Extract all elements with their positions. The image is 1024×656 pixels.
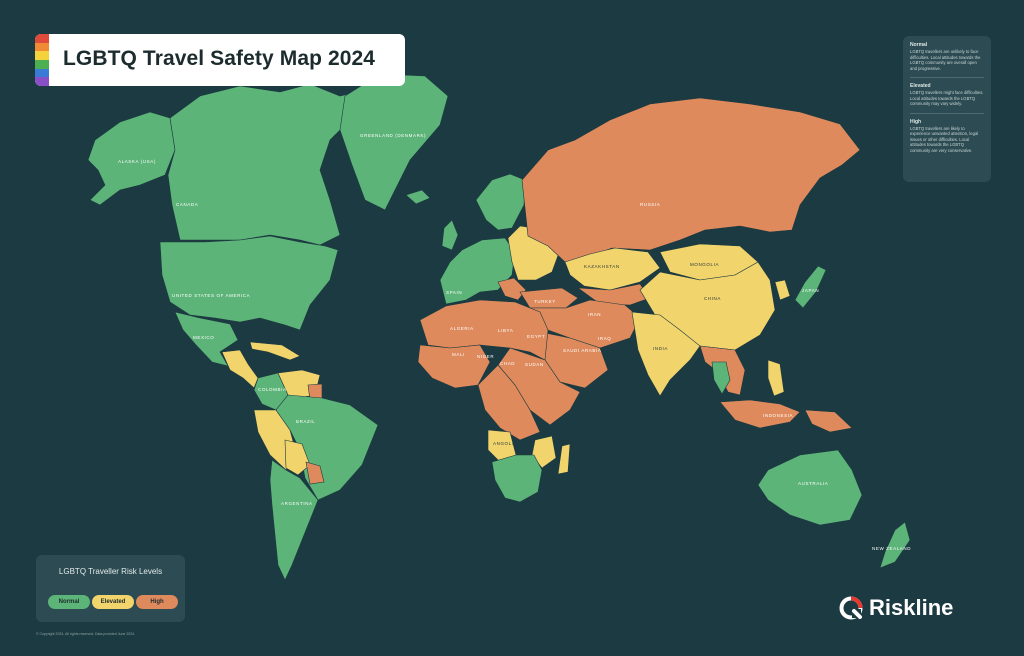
label-argentina: ARGENTINA bbox=[281, 501, 313, 506]
riskline-brand: Riskline bbox=[838, 593, 953, 623]
label-indonesia: INDONESIA bbox=[763, 413, 793, 418]
riskline-logo-icon bbox=[839, 596, 863, 620]
label-saudi-arabia: SAUDI ARABIA bbox=[563, 348, 601, 353]
info-high-title: High bbox=[910, 118, 922, 125]
region-indonesia bbox=[719, 399, 801, 429]
label-mexico: MEXICO bbox=[193, 335, 214, 340]
label-iraq: IRAQ bbox=[598, 336, 611, 341]
label-niger: NIGER bbox=[477, 354, 494, 359]
label-colombia: COLOMBIA bbox=[258, 387, 287, 392]
label-iran: IRAN bbox=[588, 312, 601, 317]
region-thailand bbox=[711, 361, 731, 395]
rainbow-stripe-green bbox=[35, 60, 49, 69]
label-kazakhstan: KAZAKHSTAN bbox=[584, 264, 620, 269]
brand-name: Riskline bbox=[869, 595, 954, 620]
legend-pill-high: High bbox=[136, 595, 178, 609]
info-elevated-text: LGBTQ travellers might face difficulties… bbox=[910, 90, 984, 106]
region-russia bbox=[521, 97, 861, 263]
label-spain: SPAIN bbox=[446, 290, 462, 295]
rainbow-stripe-blue bbox=[35, 68, 49, 78]
region-central-america bbox=[221, 349, 259, 389]
region-central-africa bbox=[477, 364, 541, 441]
region-greenland bbox=[339, 73, 449, 211]
label-new-zealand: NEW ZEALAND bbox=[872, 546, 911, 551]
region-mozambique bbox=[531, 435, 557, 469]
title-card: LGBTQ Travel Safety Map 2024 bbox=[35, 34, 405, 86]
info-normal-text: LGBTQ travellers are unlikely to face di… bbox=[910, 49, 981, 71]
rainbow-stripe-purple bbox=[35, 77, 49, 86]
region-new-zealand bbox=[879, 521, 911, 569]
legend-title: LGBTQ Traveller Risk Levels bbox=[58, 567, 163, 576]
region-turkey bbox=[519, 287, 579, 309]
label-egypt: EGYPT bbox=[527, 334, 545, 339]
region-usa bbox=[159, 235, 339, 331]
page-title: LGBTQ Travel Safety Map 2024 bbox=[63, 47, 376, 70]
region-paraguay bbox=[305, 461, 325, 485]
region-brazil bbox=[275, 394, 379, 501]
label-mongolia: MONGOLIA bbox=[690, 262, 719, 267]
label-australia: AUSTRALIA bbox=[798, 481, 828, 486]
region-philippines bbox=[767, 359, 785, 397]
copyright-text: © Copyright 2024. All rights reserved. D… bbox=[36, 632, 136, 636]
rainbow-flag-stripe bbox=[35, 34, 49, 86]
label-chad: CHAD bbox=[500, 361, 515, 366]
label-turkey: TURKEY bbox=[534, 299, 556, 304]
region-uk bbox=[441, 219, 459, 251]
label-brazil: BRAZIL bbox=[296, 419, 315, 424]
region-scandinavia bbox=[475, 173, 526, 231]
legend-pill-normal: Normal bbox=[48, 595, 90, 609]
region-new-guinea bbox=[804, 409, 853, 433]
region-korea bbox=[774, 279, 791, 301]
label-japan: JAPAN bbox=[802, 288, 819, 293]
rainbow-stripe-yellow bbox=[35, 51, 49, 61]
region-kazakhstan bbox=[564, 247, 661, 291]
region-caribbean bbox=[249, 341, 301, 361]
rainbow-stripe-orange bbox=[35, 42, 49, 52]
region-alaska bbox=[87, 111, 176, 206]
label-alaska: ALASKA (USA) bbox=[118, 159, 156, 164]
label-russia: RUSSIA bbox=[640, 202, 660, 207]
region-madagascar bbox=[557, 443, 571, 475]
region-india bbox=[631, 311, 701, 397]
region-bolivia bbox=[284, 439, 311, 476]
label-mali: MALI bbox=[452, 352, 465, 357]
region-iceland bbox=[405, 189, 431, 205]
label-algeria: ALGERIA bbox=[450, 326, 474, 331]
region-japan bbox=[794, 265, 827, 309]
region-argentina-chile bbox=[269, 459, 319, 581]
divider bbox=[910, 77, 984, 78]
label-china: CHINA bbox=[704, 296, 721, 301]
risk-legend: LGBTQ Traveller Risk Levels Normal Eleva… bbox=[36, 555, 185, 622]
label-india: INDIA bbox=[653, 346, 668, 351]
info-elevated-title: Elevated bbox=[910, 83, 931, 89]
label-greenland: GREENLAND (DENMARK) bbox=[360, 133, 426, 138]
region-mexico bbox=[174, 311, 239, 367]
rainbow-stripe-red bbox=[35, 34, 49, 43]
label-libya: LIBYA bbox=[498, 328, 513, 333]
region-australia bbox=[757, 449, 863, 526]
divider bbox=[910, 112, 984, 114]
label-canada: CANADA bbox=[176, 202, 198, 207]
label-usa: UNITED STATES OF AMERICA bbox=[172, 293, 250, 298]
region-balkans bbox=[497, 277, 527, 301]
info-high-text: LGBTQ travellers are likely to experienc… bbox=[910, 125, 979, 153]
info-normal-title: Normal bbox=[910, 42, 928, 48]
label-sudan: SUDAN bbox=[525, 362, 544, 367]
label-angola: ANGOLA bbox=[493, 441, 515, 446]
legend-pill-elevated: Elevated bbox=[92, 595, 134, 609]
region-southern-africa bbox=[491, 454, 543, 503]
risk-description-panel: Normal LGBTQ travellers are unlikely to … bbox=[903, 36, 991, 182]
